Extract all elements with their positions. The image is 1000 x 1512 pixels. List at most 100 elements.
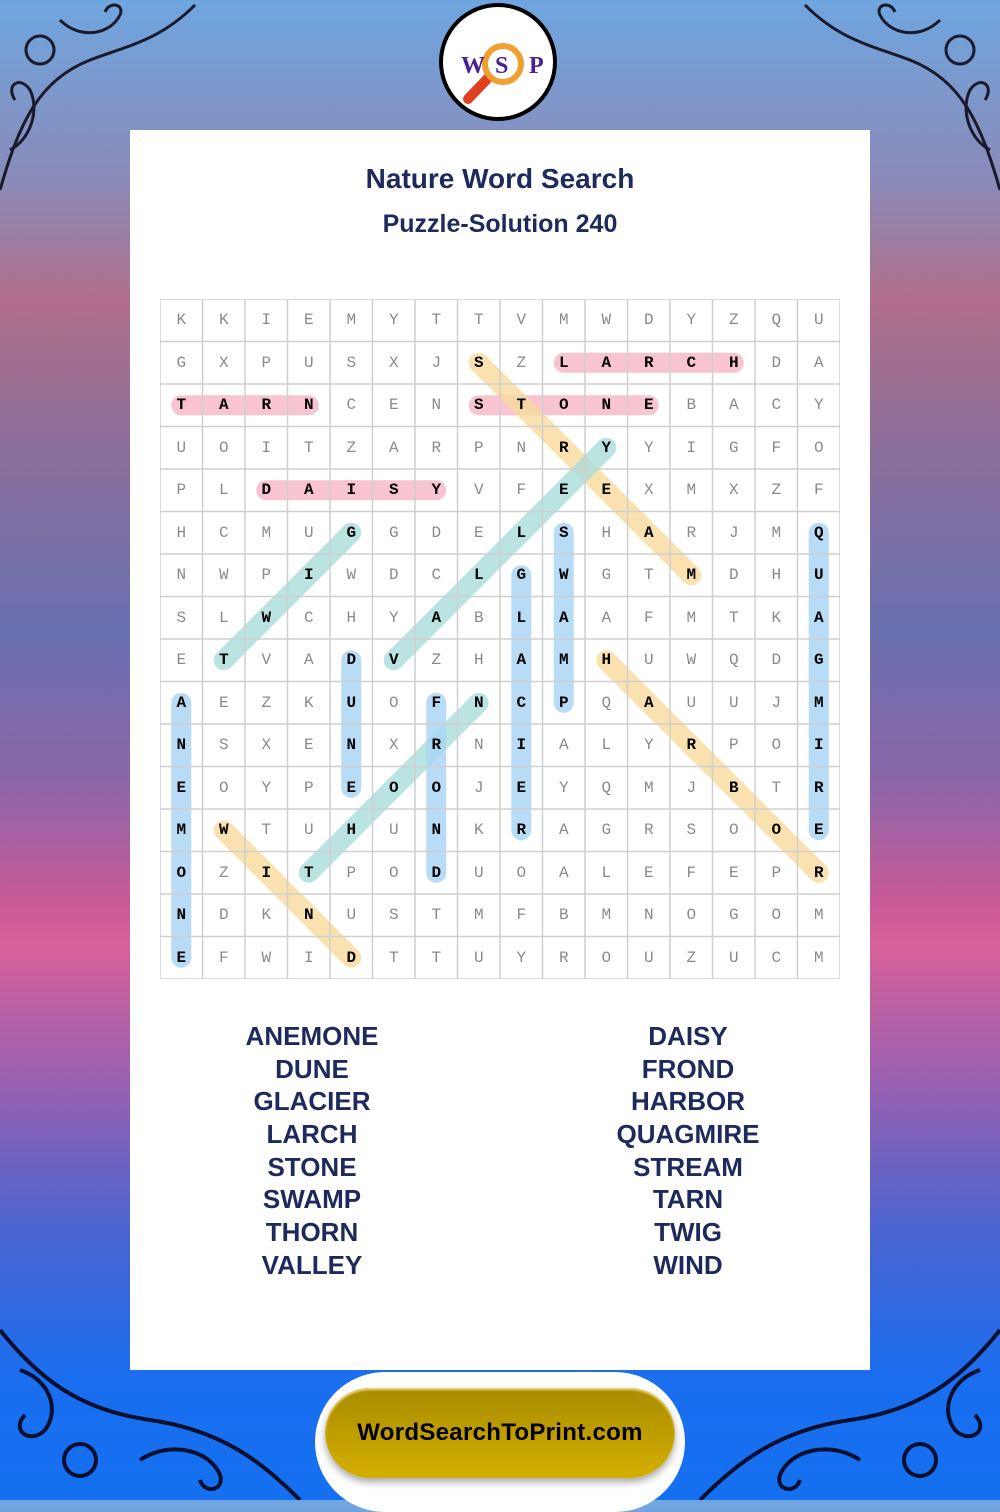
grid-cell[interactable]: L <box>601 863 612 882</box>
grid-cell[interactable]: D <box>728 566 739 584</box>
grid-cell[interactable]: L <box>601 736 612 754</box>
grid-cell[interactable]: O <box>516 863 527 882</box>
grid-cell[interactable]: S <box>473 353 484 372</box>
grid-cell[interactable]: O <box>431 778 442 797</box>
grid-cell[interactable]: R <box>643 353 654 372</box>
grid-cell[interactable]: V <box>473 481 484 499</box>
grid-cell[interactable]: J <box>728 523 739 542</box>
grid-cell[interactable]: O <box>686 906 697 924</box>
grid-cell[interactable]: A <box>176 693 187 712</box>
grid-cell[interactable]: O <box>176 863 187 882</box>
grid-cell[interactable]: A <box>813 353 824 372</box>
grid-cell[interactable]: B <box>728 778 739 797</box>
grid-cell[interactable]: C <box>771 396 782 414</box>
grid-cell[interactable]: P <box>473 438 484 457</box>
grid-cell[interactable]: A <box>558 863 569 882</box>
grid-cell[interactable]: S <box>388 906 399 924</box>
grid-cell[interactable]: H <box>771 566 782 584</box>
grid-cell[interactable]: J <box>473 778 484 797</box>
grid-cell[interactable]: T <box>303 438 314 457</box>
grid-cell[interactable]: A <box>601 608 612 627</box>
grid-cell[interactable]: Y <box>686 311 697 329</box>
grid-cell[interactable]: B <box>686 396 697 414</box>
grid-cell[interactable]: U <box>813 311 824 329</box>
grid-cell[interactable]: T <box>431 311 442 329</box>
grid-cell[interactable]: W <box>261 608 272 627</box>
grid-cell[interactable]: S <box>346 353 357 372</box>
grid-cell[interactable]: E <box>558 481 569 499</box>
grid-cell[interactable]: U <box>643 651 654 669</box>
grid-cell[interactable]: F <box>431 693 442 712</box>
grid-cell[interactable]: F <box>813 481 824 499</box>
grid-cell[interactable]: I <box>516 736 527 754</box>
grid-cell[interactable]: A <box>388 438 399 457</box>
grid-cell[interactable]: U <box>728 948 739 967</box>
grid-cell[interactable]: Y <box>813 396 824 414</box>
grid-cell[interactable]: Z <box>516 353 527 372</box>
grid-cell[interactable]: N <box>176 906 187 924</box>
grid-cell[interactable]: T <box>261 821 272 839</box>
grid-cell[interactable]: X <box>388 353 399 372</box>
grid-cell[interactable]: O <box>558 396 569 414</box>
grid-cell[interactable]: U <box>473 948 484 967</box>
grid-cell[interactable]: H <box>601 651 612 669</box>
grid-cell[interactable]: F <box>218 948 229 967</box>
grid-cell[interactable]: L <box>473 566 484 584</box>
grid-cell[interactable]: E <box>601 481 612 499</box>
grid-cell[interactable]: U <box>813 566 824 584</box>
grid-cell[interactable]: A <box>558 821 569 839</box>
grid-cell[interactable]: P <box>728 736 739 754</box>
grid-cell[interactable]: T <box>728 608 739 627</box>
grid-cell[interactable]: E <box>303 311 314 329</box>
grid-cell[interactable]: O <box>218 438 229 457</box>
grid-cell[interactable]: F <box>516 906 527 924</box>
grid-cell[interactable]: N <box>431 396 442 414</box>
grid-cell[interactable]: O <box>218 778 229 797</box>
grid-cell[interactable]: K <box>176 311 187 329</box>
grid-cell[interactable]: L <box>218 481 229 499</box>
grid-cell[interactable]: N <box>176 736 187 754</box>
grid-cell[interactable]: A <box>728 396 739 414</box>
grid-cell[interactable]: V <box>516 311 527 329</box>
grid-cell[interactable]: U <box>346 693 357 712</box>
grid-cell[interactable]: Y <box>261 778 272 797</box>
grid-cell[interactable]: N <box>473 736 484 754</box>
grid-cell[interactable]: A <box>643 693 654 712</box>
site-link[interactable]: WordSearchToPrint.com <box>325 1388 675 1478</box>
grid-cell[interactable]: T <box>388 948 399 967</box>
grid-cell[interactable]: M <box>346 311 357 329</box>
grid-cell[interactable]: R <box>813 863 824 882</box>
grid-cell[interactable]: R <box>261 396 272 414</box>
grid-cell[interactable]: G <box>728 906 739 924</box>
grid-cell[interactable]: B <box>473 608 484 627</box>
grid-cell[interactable]: L <box>558 353 569 372</box>
grid-cell[interactable]: M <box>558 311 569 329</box>
grid-cell[interactable]: Y <box>388 608 399 627</box>
grid-cell[interactable]: U <box>728 693 739 712</box>
grid-cell[interactable]: H <box>346 608 357 627</box>
grid-cell[interactable]: T <box>431 948 442 967</box>
grid-cell[interactable]: E <box>176 948 187 967</box>
grid-cell[interactable]: A <box>431 608 442 627</box>
grid-cell[interactable]: T <box>176 396 187 414</box>
grid-cell[interactable]: I <box>303 948 314 967</box>
grid-cell[interactable]: X <box>728 481 739 499</box>
grid-cell[interactable]: P <box>558 693 569 712</box>
grid-cell[interactable]: A <box>303 651 314 669</box>
grid-cell[interactable]: O <box>813 438 824 457</box>
grid-cell[interactable]: D <box>218 906 229 924</box>
grid-cell[interactable]: D <box>771 353 782 372</box>
grid-cell[interactable]: P <box>303 778 314 797</box>
grid-cell[interactable]: D <box>388 566 399 584</box>
grid-cell[interactable]: M <box>686 608 697 627</box>
grid-cell[interactable]: N <box>176 566 187 584</box>
grid-cell[interactable]: A <box>813 608 824 627</box>
grid-cell[interactable]: P <box>346 863 357 882</box>
grid-cell[interactable]: K <box>771 608 782 627</box>
grid-cell[interactable]: E <box>728 863 739 882</box>
grid-cell[interactable]: R <box>558 948 569 967</box>
grid-cell[interactable]: S <box>218 736 229 754</box>
grid-cell[interactable]: D <box>431 863 442 882</box>
grid-cell[interactable]: U <box>473 863 484 882</box>
grid-cell[interactable]: E <box>813 821 824 839</box>
